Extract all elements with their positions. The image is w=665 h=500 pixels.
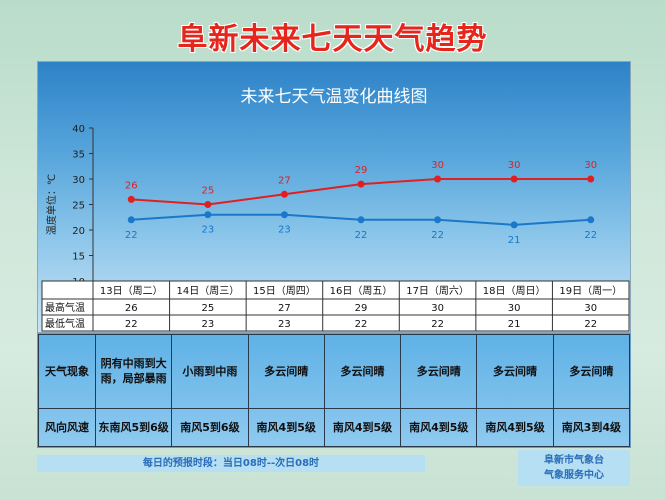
data-label-high: 30 [508,160,521,171]
table-value: 26 [125,303,138,314]
table-value: 22 [355,319,368,330]
phenomenon-cell: 多云间晴 [323,334,402,409]
phenomenon-cell: 多云间晴 [247,334,325,409]
phenomenon-cell: 小雨到中雨 [171,334,249,409]
wind-cell: 南风3到4级 [552,407,631,448]
data-label-high: 25 [201,186,214,197]
data-label-low: 22 [431,230,444,241]
y-tick-label: 25 [72,201,85,212]
phenomenon-cell: 多云间晴 [552,334,631,409]
phenomenon-header: 天气现象 [38,334,96,409]
table-value: 29 [355,303,368,314]
data-point-low [510,221,518,229]
wind-header: 风向风速 [38,407,96,448]
wind-row: 风向风速 东南风5到6级 南风5到6级 南风4到5级 南风4到5级 南风4到5级… [38,407,631,448]
table-value: 23 [201,319,214,330]
y-tick-label: 20 [72,226,85,237]
data-point-low [357,216,365,224]
table-value: 23 [278,319,291,330]
table-value: 30 [584,303,597,314]
chart-title: 未来七天气温变化曲线图 [240,87,428,107]
y-tick-label: 15 [72,252,85,263]
data-point-high [587,175,595,183]
wind-cell: 南风4到5级 [476,407,554,448]
phenomenon-cell: 阴有中雨到大雨，局部暴雨 [94,334,173,409]
temperature-chart-panel: 未来七天气温变化曲线图 10152025303540温度单位：℃26252729… [37,61,631,333]
wind-cell: 南风5到6级 [171,407,249,448]
data-point-high [204,201,212,208]
issuer-line-1: 阜新市气象台 [544,455,604,466]
data-point-low [127,216,135,224]
wind-cell: 东南风5到6级 [94,407,173,448]
data-point-high [510,175,518,183]
wind-cell: 南风4到5级 [247,407,325,448]
data-label-high: 27 [278,175,291,186]
data-label-low: 22 [584,230,597,241]
data-point-high [434,175,442,183]
phenomenon-row: 天气现象 阴有中雨到大雨，局部暴雨 小雨到中雨 多云间晴 多云间晴 多云间晴 多… [38,334,631,409]
data-label-high: 26 [125,180,138,191]
data-label-high: 29 [355,165,368,176]
table-value: 25 [201,303,214,314]
x-category-label: 14日（周三） [176,285,239,297]
wind-cell: 南风4到5级 [323,407,402,448]
x-category-label: 13日（周二） [100,285,163,297]
issuer-box: 阜新市气象台 气象服务中心 [518,450,630,486]
table-series-name: 最低气温 [45,317,85,330]
table-value: 21 [508,319,521,330]
phenomenon-cell: 多云间晴 [476,334,554,409]
data-label-low: 23 [278,225,291,236]
weather-table-panel: 天气现象 阴有中雨到大雨，局部暴雨 小雨到中雨 多云间晴 多云间晴 多云间晴 多… [37,333,631,448]
issuer-line-2: 气象服务中心 [544,470,604,481]
table-value: 30 [508,303,521,314]
data-label-high: 30 [584,160,597,171]
data-label-high: 30 [431,160,444,171]
data-point-high [127,195,135,203]
page-title: 阜新未来七天天气趋势 [177,22,488,57]
data-point-high [357,180,365,188]
table-value: 27 [278,303,291,314]
data-label-low: 23 [201,225,214,236]
x-category-label: 17日（周六） [406,285,469,297]
phenomenon-cell: 多云间晴 [400,334,478,409]
y-tick-label: 35 [72,150,85,161]
data-point-low [280,211,288,219]
table-value: 22 [431,319,444,330]
data-point-high [280,190,288,198]
data-label-low: 21 [508,235,521,246]
data-label-low: 22 [125,230,138,241]
y-axis-label: 温度单位：℃ [45,174,58,235]
x-category-label: 18日（周日） [483,285,546,297]
x-category-label: 15日（周四） [253,285,316,297]
data-point-low [434,216,442,224]
chart-data-table [41,280,630,332]
y-tick-label: 40 [72,124,85,135]
x-category-label: 19日（周一） [559,285,622,297]
x-category-label: 16日（周五） [330,285,393,297]
data-point-low [587,216,595,224]
data-point-low [204,211,212,219]
wind-cell: 南风4到5级 [400,407,478,448]
data-label-low: 22 [355,230,368,241]
forecast-period-note: 每日的预报时段：当日08时--次日08时 [37,455,425,472]
table-value: 30 [431,303,444,314]
table-value: 22 [584,319,597,330]
weather-table: 天气现象 阴有中雨到大雨，局部暴雨 小雨到中雨 多云间晴 多云间晴 多云间晴 多… [38,334,631,448]
y-tick-label: 30 [72,175,85,186]
table-value: 22 [125,319,138,330]
table-series-name: 最高气温 [45,301,85,314]
temperature-chart: 10152025303540温度单位：℃26252729303030222323… [41,124,630,332]
